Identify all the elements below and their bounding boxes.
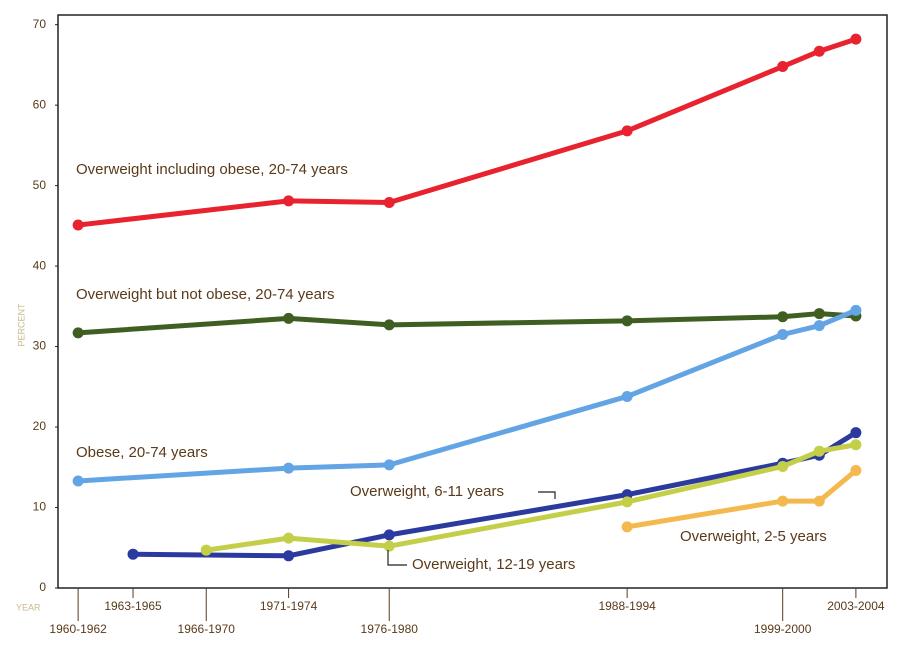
y-tick-label: 40 (33, 258, 47, 272)
data-point (283, 532, 295, 544)
data-point (383, 459, 395, 471)
y-tick-label: 30 (33, 339, 47, 353)
data-point (383, 540, 395, 552)
data-point (621, 521, 633, 533)
x-tick-label: 1966-1970 (178, 622, 236, 636)
data-point (72, 327, 84, 339)
y-tick-label: 60 (33, 97, 47, 111)
y-tick-label: 50 (33, 178, 47, 192)
series-label: Overweight, 12-19 years (412, 556, 575, 573)
series-label: Overweight including obese, 20-74 years (76, 161, 348, 178)
data-point (813, 320, 825, 332)
data-point (777, 495, 789, 507)
x-tick-label: 1971-1974 (260, 599, 318, 613)
data-point (383, 529, 395, 541)
data-point (813, 308, 825, 320)
data-point (813, 445, 825, 457)
data-point (777, 328, 789, 340)
data-point (850, 427, 862, 439)
series-label: Overweight, 2-5 years (680, 528, 827, 545)
data-point (850, 304, 862, 316)
x-tick-label: 1988-1994 (598, 599, 656, 613)
data-point (621, 125, 633, 137)
leader-line (538, 491, 556, 499)
series-line (75, 311, 859, 336)
y-axis-label: PERCENT (16, 303, 26, 347)
data-point (283, 462, 295, 474)
leader-line (387, 550, 407, 566)
x-tick-label: 1960-1962 (49, 622, 107, 636)
data-point (621, 390, 633, 402)
y-tick-label: 70 (33, 17, 47, 31)
series-label: Overweight but not obese, 20-74 years (76, 286, 335, 303)
data-point (200, 544, 212, 556)
data-point (777, 460, 789, 472)
data-point (283, 550, 295, 562)
data-point (72, 219, 84, 231)
data-point (850, 465, 862, 477)
data-point (850, 439, 862, 451)
x-axis-label: YEAR (16, 602, 41, 612)
x-tick-label: 1999-2000 (754, 622, 812, 636)
data-point (283, 195, 295, 207)
x-tick-label: 1976-1980 (361, 622, 419, 636)
series-line (624, 468, 859, 530)
series-line (75, 36, 859, 228)
data-point (777, 311, 789, 323)
data-point (127, 548, 139, 560)
series-label: Obese, 20-74 years (76, 444, 208, 461)
y-tick-label: 0 (39, 580, 46, 594)
data-point (850, 33, 862, 45)
y-tick-label: 20 (33, 419, 47, 433)
x-tick-label: 2003-2004 (827, 599, 885, 613)
data-point (383, 197, 395, 209)
y-tick-label: 10 (33, 500, 47, 514)
data-point (621, 315, 633, 327)
series-label: Overweight, 6-11 years (350, 483, 504, 500)
data-point (621, 496, 633, 508)
data-point (72, 475, 84, 487)
data-point (813, 45, 825, 57)
data-point (813, 495, 825, 507)
data-point (383, 319, 395, 331)
plot-frame (57, 14, 888, 589)
x-tick-label: 1963-1965 (104, 599, 162, 613)
data-point (283, 312, 295, 324)
data-point (777, 61, 789, 73)
